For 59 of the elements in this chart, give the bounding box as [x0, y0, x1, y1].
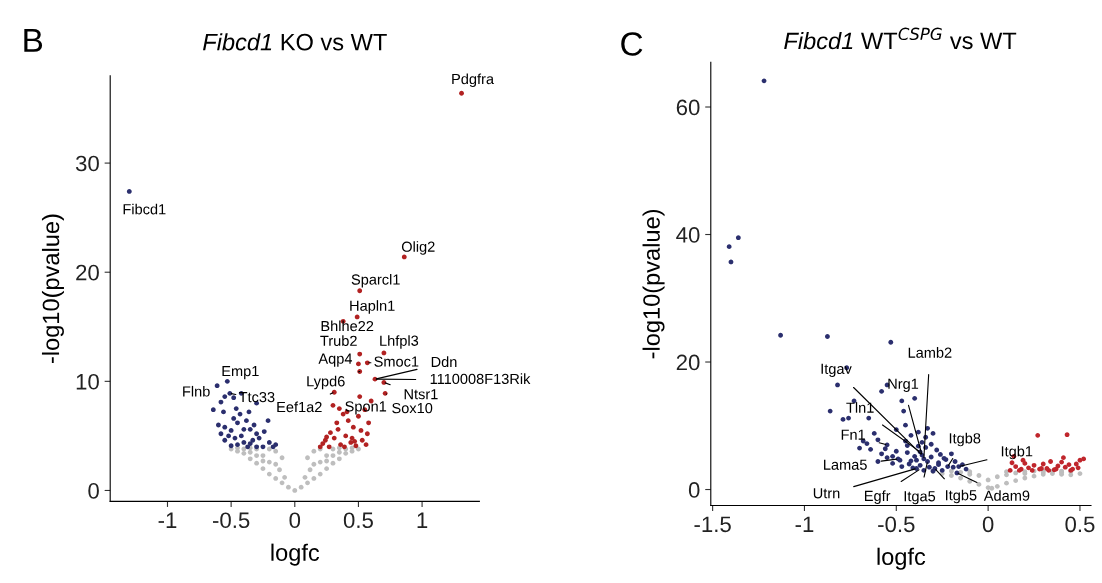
annotation: Smoc1 [374, 356, 419, 367]
annotation: Lhfpl3 [380, 335, 419, 349]
y-tick-label: 40 [676, 227, 700, 243]
annotation: Fn1 [841, 429, 865, 440]
annotation: Lama5 [824, 459, 867, 470]
x-tick-label: -1 [158, 512, 177, 528]
annotation: Bhlhe22 [321, 320, 374, 332]
y-tick-label: 20 [76, 264, 99, 281]
annotation: Ntsr1 [404, 389, 438, 400]
annotation: Itgb8 [949, 432, 981, 447]
x-axis-title: logfc [271, 543, 320, 566]
x-tick-label: -0.5 [212, 512, 250, 529]
text: B [24, 28, 43, 52]
annotation: Olig2 [401, 241, 435, 255]
annotation: Lamb2 [908, 347, 952, 358]
x-tick-label: 0.5 [343, 512, 373, 529]
annotation: 1110008F13Rik [430, 373, 531, 385]
annotation: Egfr [864, 490, 891, 504]
y-tick-label: 10 [76, 373, 99, 390]
y-axis-title: -log10(pvalue) [642, 209, 665, 359]
annotation: Ttc33 [238, 391, 275, 403]
annotation: Tln1 [846, 402, 874, 413]
annotation: Fibcd1 [123, 203, 166, 215]
y-tick-label: 60 [676, 99, 700, 116]
annotation: Itgb1 [1001, 445, 1033, 460]
annotation: Pdgfra [452, 73, 495, 88]
annotation: Sox10 [392, 402, 433, 414]
annotation: Flnb [183, 385, 210, 397]
annotation: Eef1a2 [277, 401, 322, 413]
annotation: Sparcl1 [351, 273, 400, 288]
y-tick-label: 0 [688, 482, 700, 498]
annotation: Lypd6 [307, 375, 345, 390]
annotation: Utrn [813, 488, 840, 499]
annotation: Adam9 [983, 490, 1030, 501]
y-tick-label: 0 [88, 483, 99, 499]
y-tick-label: 20 [676, 354, 700, 371]
x-tick-label: 0 [289, 512, 301, 529]
chart-title: Fibcd1 WT$^{CSPG}$ vs WT [784, 27, 1017, 50]
x-tick-label: -1 [795, 516, 814, 532]
annotation: Aqp4 [318, 353, 353, 367]
annotation: Nrg1 [888, 378, 919, 392]
y-tick-label: 30 [75, 155, 99, 172]
x-axis-title: logfc [877, 547, 926, 570]
text: C [621, 32, 643, 56]
annotation: Hapln1 [350, 300, 395, 314]
annotation: Itgb5 [945, 489, 977, 504]
annotation: Trub2 [320, 335, 357, 346]
x-tick-label: -0.5 [878, 516, 915, 533]
x-tick-label: 1 [417, 512, 428, 528]
annotation: Emp1 [222, 366, 259, 380]
annotation: Ddn [431, 356, 457, 368]
chart-title: Fibcd1 KO vs WT [203, 33, 387, 51]
y-axis-title: -log10(pvalue) [41, 214, 64, 363]
annotation: Itga5 [904, 491, 936, 505]
x-tick-label: -1.5 [694, 516, 731, 533]
x-tick-label: 0.5 [1065, 516, 1095, 533]
annotation: Spon1 [345, 401, 387, 415]
annotation: Itgav [821, 363, 852, 377]
x-tick-label: 0 [982, 516, 994, 533]
